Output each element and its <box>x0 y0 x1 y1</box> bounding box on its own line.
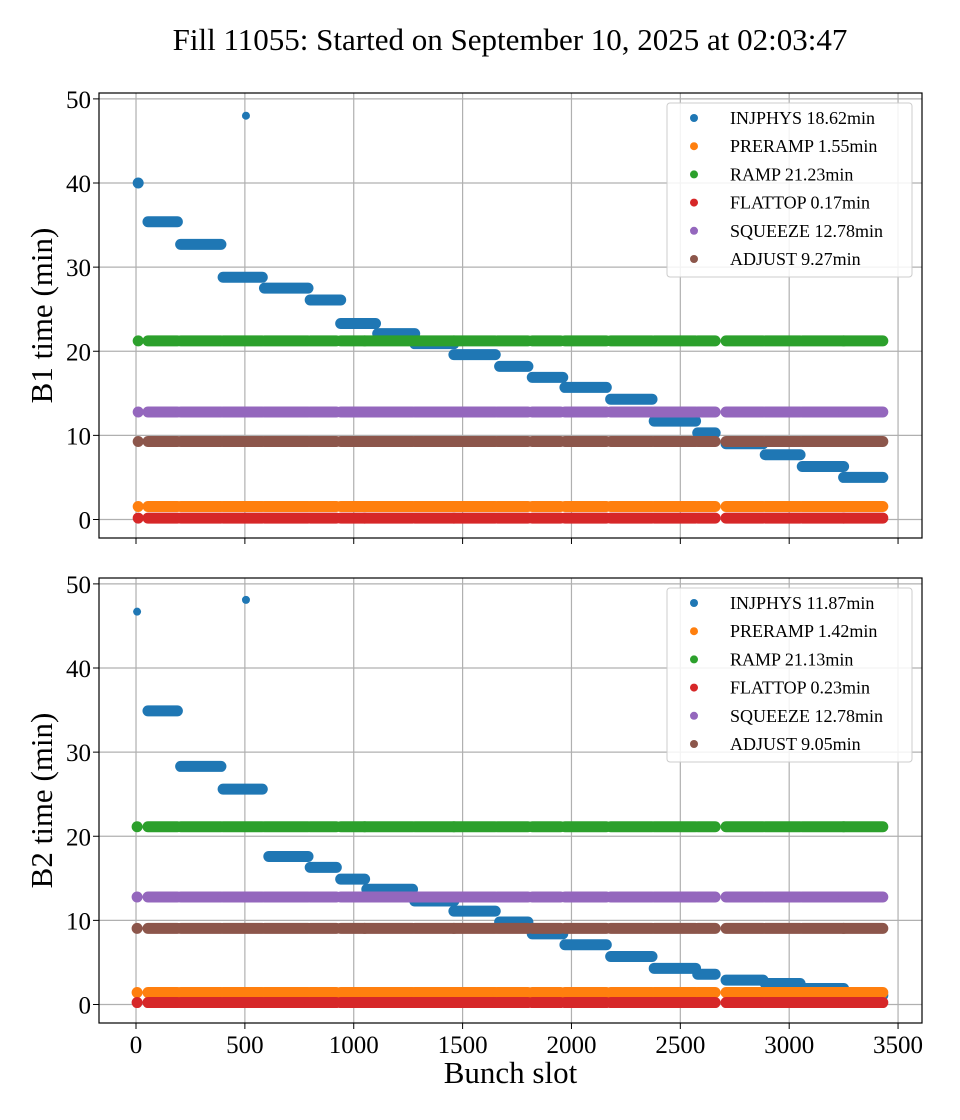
series-squeeze <box>131 891 889 903</box>
legend-item-adjust: ADJUST 9.05min <box>690 734 861 754</box>
legend-label: ADJUST 9.27min <box>730 249 861 269</box>
data-point-ramp <box>131 821 143 833</box>
x-axis-label: Bunch slot <box>444 1055 578 1090</box>
data-point-flattop <box>132 512 144 524</box>
y-tick-label: 20 <box>66 824 91 851</box>
x-tick-label: 0 <box>130 1032 143 1059</box>
series-adjust <box>132 436 889 448</box>
legend: INJPHYS 18.62min PRERAMP 1.55min RAMP 21.2… <box>666 102 913 278</box>
x-tick-label: 1000 <box>329 1032 379 1059</box>
data-point-ramp <box>132 335 144 347</box>
data-point-adjust <box>132 436 144 448</box>
plot-frame <box>98 577 923 1024</box>
legend-label: FLATTOP 0.23min <box>730 678 870 698</box>
legend-marker-icon <box>690 599 698 607</box>
y-tick-label: 20 <box>66 339 91 366</box>
y-tick-label: 0 <box>79 507 92 534</box>
series-preramp <box>132 500 889 512</box>
y-axis-label: B2 time (min) <box>24 713 59 889</box>
legend-marker-icon <box>690 655 698 664</box>
legend-item-flattop: FLATTOP 0.17min <box>690 193 870 213</box>
plot-frame <box>98 92 923 539</box>
legend-marker-icon <box>690 142 698 151</box>
legend-label: RAMP 21.13min <box>730 649 853 669</box>
series-flattop <box>132 512 889 524</box>
data-point-injphys <box>241 595 250 604</box>
legend-marker-icon <box>690 170 698 179</box>
y-tick-label: 50 <box>66 572 91 599</box>
legend-marker-icon <box>690 711 698 720</box>
x-tick-label: 2000 <box>546 1032 596 1059</box>
series-squeeze <box>132 406 889 418</box>
legend-item-flattop: FLATTOP 0.23min <box>690 678 870 698</box>
legend-item-injphys: INJPHYS 18.62min <box>690 108 875 128</box>
series-preramp <box>131 987 889 999</box>
legend-label: SQUEEZE 12.78min <box>730 221 883 241</box>
legend-label: SQUEEZE 12.78min <box>730 706 883 726</box>
legend-marker-icon <box>690 198 698 207</box>
y-tick-label: 10 <box>66 908 91 935</box>
y-axis-label: B1 time (min) <box>24 228 59 404</box>
legend-label: RAMP 21.23min <box>730 164 853 184</box>
x-tick-label: 1500 <box>438 1032 488 1059</box>
legend: INJPHYS 11.87min PRERAMP 1.42min RAMP 21.1… <box>666 587 913 763</box>
series-adjust <box>131 922 889 934</box>
legend-marker-icon <box>690 627 698 636</box>
series-ramp <box>131 821 889 833</box>
legend-label: PRERAMP 1.55min <box>730 136 877 156</box>
legend-marker-icon <box>690 114 698 122</box>
series-ramp <box>132 335 889 347</box>
legend-label: PRERAMP 1.42min <box>730 621 877 641</box>
panel-b2: 0 500 1000 1500 2000 2500 3000 3500 0 10 20 30 40 50 B… <box>24 572 923 1090</box>
legend-item-squeeze: SQUEEZE 12.78min <box>690 706 883 726</box>
legend-label: INJPHYS 18.62min <box>730 108 875 128</box>
x-tick-label: 3000 <box>764 1032 814 1059</box>
data-point-injphys <box>241 111 250 120</box>
legend-marker-icon <box>690 740 698 748</box>
data-point-flattop <box>131 997 143 1009</box>
legend-item-preramp: PRERAMP 1.55min <box>690 136 877 156</box>
y-tick-label: 50 <box>66 87 91 114</box>
legend-item-preramp: PRERAMP 1.42min <box>690 621 877 641</box>
legend-item-ramp: RAMP 21.13min <box>690 649 853 669</box>
x-tick-label: 500 <box>226 1032 264 1059</box>
legend-item-injphys: INJPHYS 11.87min <box>690 593 874 613</box>
legend-marker-icon <box>690 683 698 692</box>
legend-item-squeeze: SQUEEZE 12.78min <box>690 221 883 241</box>
chart-title: Fill 11055: Started on September 10, 202… <box>172 22 848 57</box>
y-tick-label: 30 <box>66 255 91 282</box>
data-point-adjust <box>131 922 143 934</box>
x-tick-label: 3500 <box>873 1032 923 1059</box>
legend-item-adjust: ADJUST 9.27min <box>690 249 861 269</box>
legend-label: FLATTOP 0.17min <box>730 193 870 213</box>
y-tick-label: 40 <box>66 171 91 198</box>
data-point-injphys <box>133 607 142 616</box>
legend-item-ramp: RAMP 21.23min <box>690 164 853 184</box>
y-tick-label: 0 <box>79 992 92 1019</box>
legend-marker-icon <box>690 255 698 263</box>
legend-box <box>666 587 913 763</box>
data-point-injphys <box>132 177 144 189</box>
legend-marker-icon <box>690 226 698 235</box>
legend-label: ADJUST 9.05min <box>730 734 861 754</box>
data-point-preramp <box>131 987 143 999</box>
y-tick-label: 30 <box>66 740 91 767</box>
y-tick-label: 10 <box>66 423 91 450</box>
data-point-squeeze <box>131 891 143 903</box>
x-tick-label: 2500 <box>655 1032 705 1059</box>
data-point-squeeze <box>132 406 144 418</box>
y-tick-label: 40 <box>66 656 91 683</box>
legend-label: INJPHYS 11.87min <box>730 593 874 613</box>
data-point-preramp <box>132 500 144 512</box>
panel-b1: 0 10 20 30 40 50 B1 time (min) INJPHYS 18.62min… <box>24 87 923 544</box>
series-flattop <box>131 997 889 1009</box>
legend-box <box>666 102 913 278</box>
